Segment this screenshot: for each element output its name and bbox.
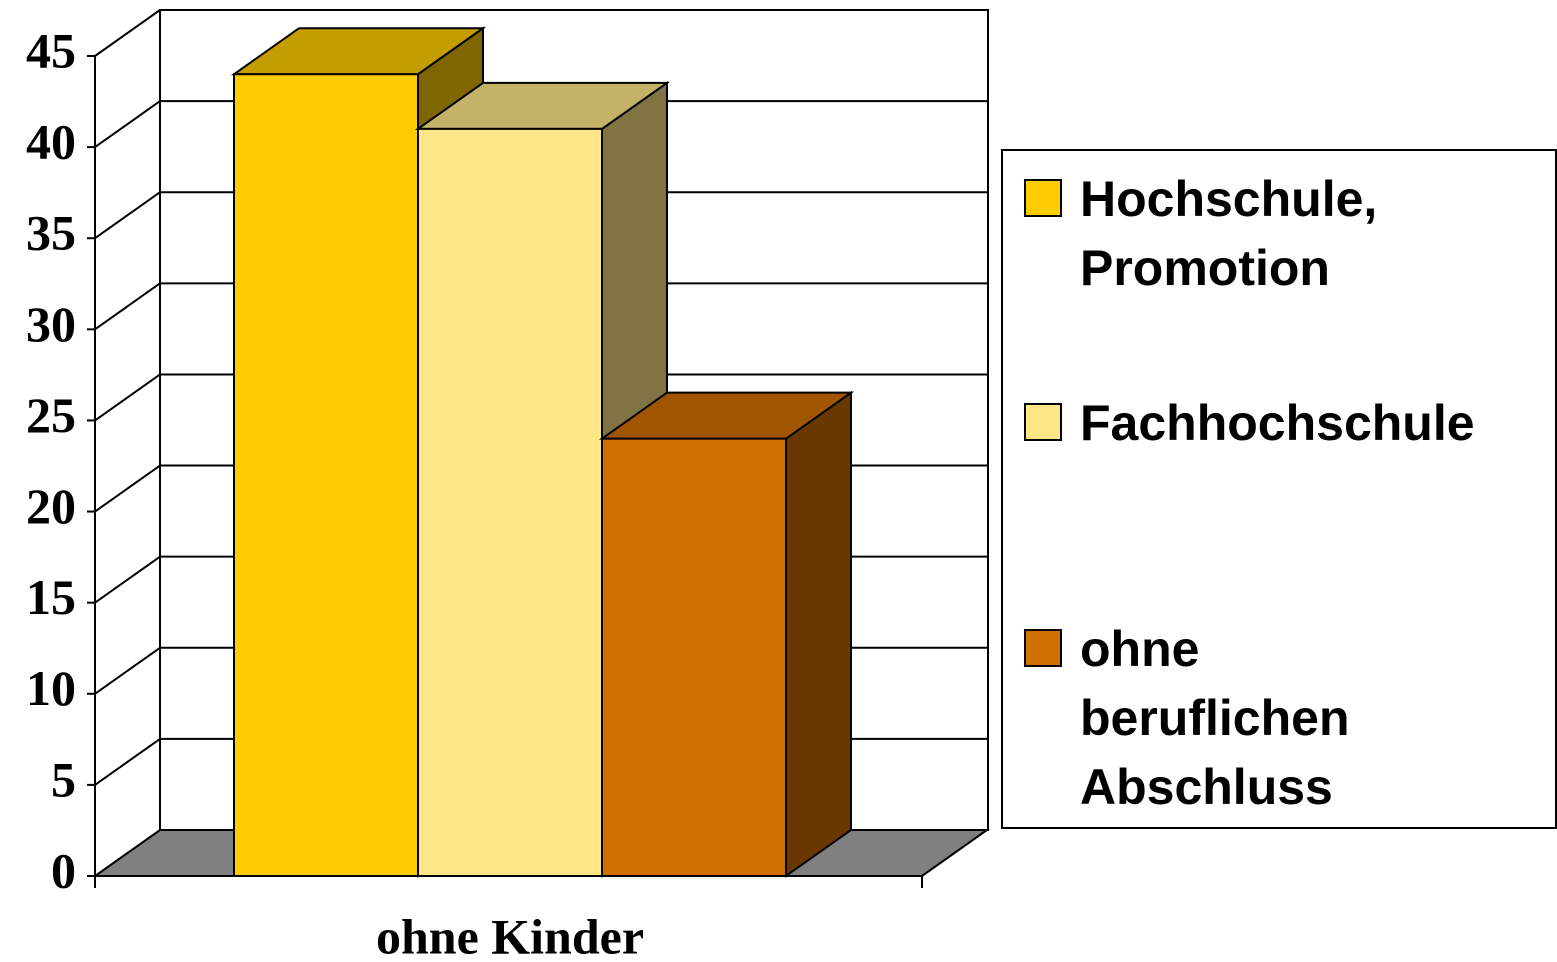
grid-line: [94, 555, 161, 604]
legend: [1001, 149, 1557, 829]
legend-label: Fachhochschule: [1080, 395, 1475, 451]
bar-front: [601, 437, 787, 877]
legend-swatch: [1024, 629, 1062, 667]
legend-line: Hochschule,: [1080, 171, 1377, 227]
grid-line: [94, 9, 161, 57]
grid-line: [94, 100, 161, 148]
x-tick-label: ohne Kinder: [376, 908, 644, 962]
y-tick-label: 45: [26, 22, 76, 78]
y-tick-label: 15: [26, 569, 76, 625]
grid-line: [94, 464, 161, 513]
legend-line: ohne: [1080, 621, 1199, 677]
legend-swatch: [1024, 403, 1062, 441]
legend-label: Hochschule, Promotion: [1080, 171, 1377, 296]
bar: [598, 390, 855, 878]
y-tick-label: 35: [26, 205, 76, 261]
y-tick-label: 5: [51, 751, 76, 807]
grid-line: [94, 191, 161, 240]
y-tick-label: 20: [26, 478, 76, 534]
y-tick-label: 30: [26, 296, 76, 352]
bar-front: [233, 73, 419, 877]
legend-label: ohne beruflichen Abschluss: [1080, 621, 1349, 815]
grid-line: [94, 373, 161, 422]
legend-line: Promotion: [1080, 240, 1330, 296]
grid-line: [94, 282, 161, 331]
grid-line: [94, 738, 161, 786]
y-tick-label: 10: [26, 660, 76, 716]
y-tick-label: 40: [26, 114, 76, 170]
y-tick-label: 0: [51, 842, 76, 898]
legend-swatch: [1024, 179, 1062, 217]
grid-line: [94, 646, 161, 695]
legend-line: Abschluss: [1080, 759, 1333, 815]
bar-side: [785, 390, 852, 878]
legend-line: Fachhochschule: [1080, 395, 1475, 451]
y-tick-label: 25: [26, 387, 76, 443]
bar-front: [417, 127, 603, 877]
legend-line: beruflichen: [1080, 690, 1349, 746]
